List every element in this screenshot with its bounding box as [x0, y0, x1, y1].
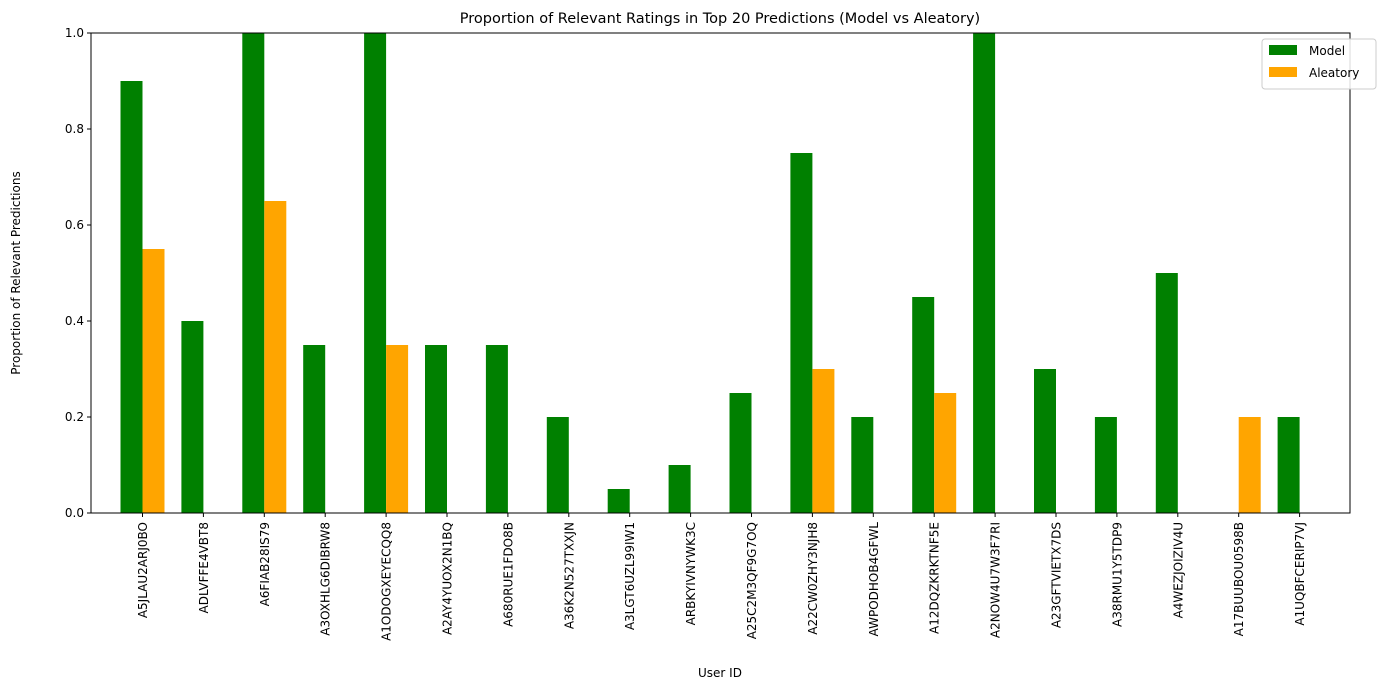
bar-model-a2now4u7w3f7ri	[973, 33, 996, 513]
x-tick-label: ADLVFFE4VBT8	[197, 522, 211, 613]
y-tick-label: 0.4	[65, 314, 84, 328]
y-tick-label: 0.2	[65, 410, 84, 424]
x-tick-label: A1UQBFCERIP7VJ	[1293, 522, 1307, 626]
bar-model-awpodhob4gfwl	[851, 417, 874, 513]
bar-model-a5jlau2arj0bo	[120, 81, 143, 513]
x-tick-label: A6FIAB28IS79	[258, 522, 272, 606]
x-tick-label: A3LGT6UZL99IW1	[623, 522, 637, 630]
bar-model-a1uqbfcerip7vj	[1277, 417, 1300, 513]
y-tick-label: 1.0	[65, 26, 84, 40]
x-tick-label: AWPODHOB4GFWL	[867, 522, 881, 637]
y-tick-label: 0.0	[65, 506, 84, 520]
bar-aleatory-a22cw0zhy3njh8	[812, 369, 835, 513]
bar-model-a22cw0zhy3njh8	[790, 153, 813, 513]
legend-label-aleatory: Aleatory	[1309, 66, 1359, 80]
bar-aleatory-a1odogxeyecqq8	[386, 345, 409, 513]
legend-swatch-aleatory	[1269, 67, 1297, 77]
y-axis-label: Proportion of Relevant Predictions	[9, 171, 23, 374]
bar-aleatory-a6fiab28is79	[264, 201, 287, 513]
plot-frame	[90, 32, 1351, 514]
x-tick-label: A12DQZKRKTNF5E	[928, 522, 942, 634]
legend-label-model: Model	[1309, 44, 1345, 58]
y-axis: 0.0 0.2 0.4 0.6 0.8 1.0	[65, 26, 91, 520]
y-tick-label: 0.8	[65, 122, 84, 136]
bar-model-a12dqzkrktnf5e	[912, 297, 935, 513]
bar-model-a25c2m3qf9g7oq	[729, 393, 752, 513]
x-tick-label: A2AY4YUOX2N1BQ	[441, 522, 455, 635]
x-axis: A5JLAU2ARJ0BO ADLVFFE4VBT8 A6FIAB28IS79 A3O…	[136, 513, 1307, 641]
x-tick-label: A25C2M3QF9G7OQ	[745, 522, 759, 639]
x-tick-label: A3OXHLG6DIBRW8	[319, 522, 333, 636]
legend-swatch-model	[1269, 45, 1297, 55]
x-tick-label: A23GFTVIETX7DS	[1050, 522, 1064, 628]
bar-model-a36k2n527txxjn	[546, 417, 569, 513]
bar-model-arbkyivnywk3c	[668, 465, 691, 513]
bar-aleatory-a17buubou0598b	[1238, 417, 1261, 513]
x-tick-label: A38RMU1Y5TDP9	[1110, 522, 1124, 627]
legend: Model Aleatory	[1261, 38, 1377, 90]
x-tick-label: A1ODOGXEYECQQ8	[380, 522, 394, 641]
x-tick-label: A2NOW4U7W3F7RI	[989, 522, 1003, 638]
bar-model-a4wezjoiziv4u	[1155, 273, 1178, 513]
bar-model-a2ay4yuox2n1bq	[425, 345, 447, 513]
y-tick-label: 0.6	[65, 218, 84, 232]
x-axis-label: User ID	[698, 666, 742, 680]
bar-aleatory-a5jlau2arj0bo	[142, 249, 165, 513]
bar-model-a680rue1fdo8b	[485, 345, 508, 513]
x-tick-label: A680RUE1FDO8B	[501, 522, 515, 627]
bar-model-a3oxhlg6dibrw8	[303, 345, 326, 513]
bar-model-adlvffe4vbt8	[181, 321, 204, 513]
bar-model-a6fiab28is79	[242, 33, 265, 513]
bar-model-a23gftvietx7ds	[1034, 369, 1056, 513]
plot-area	[120, 33, 1300, 513]
x-tick-label: A17BUUBOU0598B	[1232, 522, 1246, 636]
bar-model-a38rmu1y5tdp9	[1094, 417, 1117, 513]
x-tick-label: ARBKYIVNYWK3C	[684, 522, 698, 625]
x-tick-label: A36K2N527TXXJN	[562, 522, 576, 629]
bar-aleatory-a12dqzkrktnf5e	[934, 393, 957, 513]
bar-model-a3lgt6uzl99iw1	[607, 489, 630, 513]
x-tick-label: A22CW0ZHY3NJH8	[806, 522, 820, 635]
x-tick-label: A5JLAU2ARJ0BO	[136, 522, 150, 618]
bar-model-a1odogxeyecqq8	[364, 33, 387, 513]
chart-title: Proportion of Relevant Ratings in Top 20…	[460, 11, 980, 27]
x-tick-label: A4WEZJOIZIV4U	[1171, 522, 1185, 618]
